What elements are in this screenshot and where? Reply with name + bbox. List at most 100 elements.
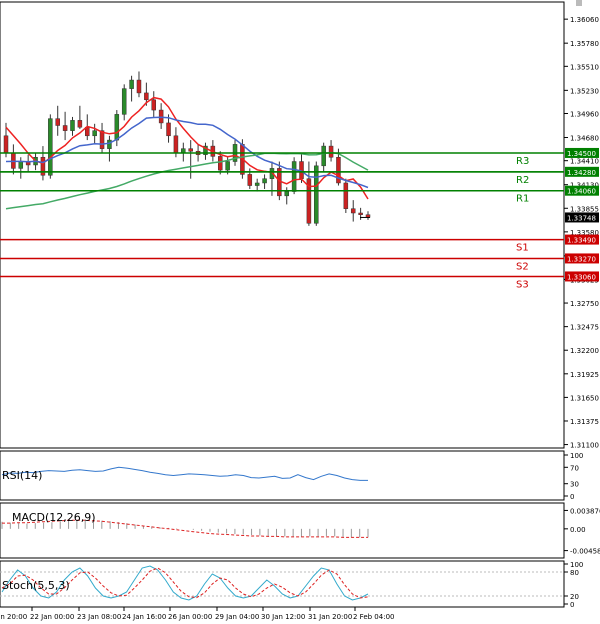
rsi-panel: 100 70 30 0 RSI(14) bbox=[0, 450, 583, 501]
price-axis-label: 1.34960 bbox=[570, 111, 599, 119]
candle-body bbox=[62, 125, 68, 131]
stoch-axis-label: 20 bbox=[570, 593, 579, 601]
price-axis-label: 1.35230 bbox=[570, 87, 599, 95]
stoch-axis-label: 0 bbox=[570, 601, 574, 609]
candle-body bbox=[166, 122, 171, 137]
time-label: 26 Jan 00:00 bbox=[168, 613, 212, 621]
candle-body bbox=[225, 161, 230, 171]
stoch-k-line bbox=[1, 565, 369, 601]
candle-body bbox=[217, 156, 223, 171]
rsi-line bbox=[1, 466, 368, 481]
level-price-box bbox=[565, 166, 599, 177]
candle-body bbox=[262, 178, 267, 184]
time-label: 2 Feb 04:00 bbox=[353, 613, 394, 621]
stoch-axis-label: 80 bbox=[570, 569, 579, 577]
candle-body bbox=[99, 130, 105, 149]
macd-plot-area bbox=[0, 502, 565, 559]
candle-body bbox=[121, 88, 127, 115]
scroll-marker bbox=[576, 0, 582, 6]
level-name-label: R2 bbox=[516, 175, 529, 186]
candle-body bbox=[203, 145, 208, 155]
time-label: 29 Jan 04:00 bbox=[215, 613, 259, 621]
price-axis-label: 1.32200 bbox=[570, 347, 599, 355]
candle-body bbox=[188, 148, 193, 152]
price-axis-label: 1.35510 bbox=[570, 63, 599, 71]
price-axis-label: 1.32750 bbox=[570, 300, 599, 308]
price-axis-label: 1.32475 bbox=[570, 324, 599, 332]
candle-body bbox=[284, 191, 289, 197]
price-axis-label: 1.33580 bbox=[570, 229, 599, 237]
level-price-label: 1.34280 bbox=[567, 169, 596, 177]
stoch-title: Stoch(5,5,3) bbox=[2, 579, 70, 592]
candle-body bbox=[173, 135, 179, 154]
price-axis-label: 1.34130 bbox=[570, 182, 599, 190]
rsi-axis-label: 30 bbox=[570, 481, 579, 489]
level-name-label: R1 bbox=[516, 194, 529, 205]
price-plot-area bbox=[0, 1, 565, 449]
macd-axis-label: -0.004583 bbox=[570, 548, 600, 556]
candle-body bbox=[321, 145, 326, 167]
candle-body bbox=[314, 165, 319, 224]
current-price-box bbox=[565, 212, 599, 223]
ma-blue-line bbox=[5, 116, 369, 189]
candle-body bbox=[247, 174, 253, 186]
candle-body bbox=[269, 168, 275, 179]
level-price-box bbox=[565, 271, 599, 282]
candle-body bbox=[358, 212, 363, 215]
level-price-box bbox=[565, 185, 599, 196]
candle-body bbox=[77, 120, 83, 128]
price-axis-label: 1.31925 bbox=[570, 371, 599, 379]
rsi-axis-label: 0 bbox=[570, 493, 574, 501]
candle-body bbox=[291, 161, 297, 192]
level-price-box bbox=[565, 147, 599, 158]
candle-body bbox=[55, 118, 60, 126]
price-axis-label: 1.31100 bbox=[570, 442, 599, 450]
current-price-label: 1.33748 bbox=[567, 214, 596, 222]
macd-axis-label: 0.00 bbox=[570, 526, 586, 534]
candle-body bbox=[144, 92, 149, 101]
rsi-axis-label: 100 bbox=[570, 452, 583, 460]
candle-body bbox=[18, 161, 24, 169]
rsi-title: RSI(14) bbox=[2, 469, 42, 482]
price-axis-label: 1.36060 bbox=[570, 16, 599, 24]
candle-body bbox=[40, 156, 46, 176]
candle-body bbox=[343, 182, 349, 209]
time-label: 31 Jan 20:00 bbox=[308, 613, 352, 621]
stoch-plot-area bbox=[0, 560, 565, 608]
level-name-label: S2 bbox=[516, 261, 529, 272]
time-label: Jan 20:00 bbox=[0, 613, 27, 621]
candle-body bbox=[158, 109, 164, 124]
ma-green-line bbox=[5, 151, 369, 210]
candle-body bbox=[306, 178, 312, 224]
rsi-axis-label: 70 bbox=[570, 464, 579, 472]
stoch-d-line bbox=[1, 567, 369, 599]
time-label: 24 Jan 16:00 bbox=[122, 613, 166, 621]
ma-red-line bbox=[5, 96, 369, 200]
candle-body bbox=[151, 99, 157, 111]
level-price-label: 1.33270 bbox=[567, 255, 596, 263]
price-axis-label: 1.31375 bbox=[570, 418, 599, 426]
level-price-label: 1.34060 bbox=[567, 188, 596, 196]
level-name-label: S1 bbox=[516, 243, 529, 254]
stoch-axis-label: 100 bbox=[570, 561, 583, 569]
level-price-label: 1.33490 bbox=[567, 237, 596, 245]
candle-body bbox=[350, 208, 356, 214]
candle-body bbox=[136, 79, 142, 94]
candle-body bbox=[48, 118, 53, 176]
candle-body bbox=[328, 145, 334, 158]
rsi-plot-area bbox=[0, 450, 565, 501]
macd-title: MACD(12,26,9) bbox=[12, 511, 96, 524]
candle-body bbox=[92, 130, 97, 137]
level-price-label: 1.34500 bbox=[567, 150, 596, 158]
candle-body bbox=[107, 139, 112, 149]
time-label: 23 Jan 08:00 bbox=[77, 613, 121, 621]
candle-body bbox=[365, 214, 371, 218]
macd-panel: 0.003876 0.00 -0.004583 MACD(12,26,9) bbox=[0, 502, 600, 559]
level-name-label: S3 bbox=[516, 279, 529, 290]
candle-body bbox=[70, 120, 75, 131]
candle-body bbox=[114, 114, 120, 141]
level-price-box bbox=[565, 253, 599, 264]
price-axis-label: 1.34410 bbox=[570, 158, 599, 166]
